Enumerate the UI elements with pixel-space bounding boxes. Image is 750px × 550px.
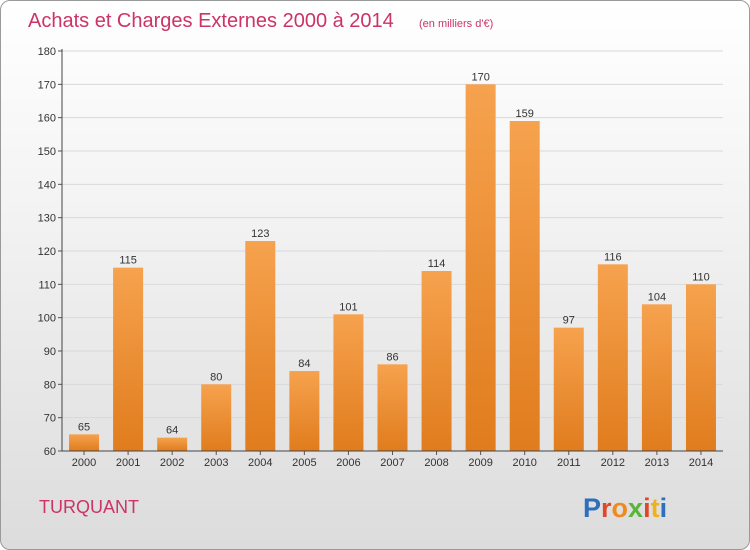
data-label: 80 xyxy=(210,371,222,383)
logo-letter: r xyxy=(601,493,612,523)
y-tick-label: 80 xyxy=(44,379,56,391)
bar xyxy=(553,327,584,451)
logo-letter: t xyxy=(651,493,660,523)
x-tick-label: 2004 xyxy=(248,457,272,469)
y-tick-label: 180 xyxy=(38,46,56,58)
bar xyxy=(201,384,232,451)
y-tick-label: 100 xyxy=(38,313,56,325)
chart-title: Achats et Charges Externes 2000 à 2014 xyxy=(28,10,394,32)
bar xyxy=(157,437,188,451)
y-tick-label: 110 xyxy=(38,279,56,291)
x-tick-label: 2014 xyxy=(689,457,713,469)
y-tick-label: 160 xyxy=(38,113,56,125)
data-label: 123 xyxy=(251,228,269,240)
data-label: 170 xyxy=(471,71,489,83)
data-label: 101 xyxy=(339,301,357,313)
x-tick-label: 2010 xyxy=(512,457,536,469)
logo-letter: o xyxy=(612,493,629,523)
data-label: 116 xyxy=(604,251,622,263)
data-label: 159 xyxy=(516,108,534,120)
bar xyxy=(333,314,364,451)
bar xyxy=(641,304,672,451)
x-tick-label: 2001 xyxy=(116,457,140,469)
axes: 60 70 80 90 100 110 120 130 140 150 160 170 180 2000 2… xyxy=(38,46,723,469)
x-tick-label: 2011 xyxy=(557,457,581,469)
data-label: 64 xyxy=(166,425,178,437)
x-tick-label: 2003 xyxy=(204,457,228,469)
logo-letter: x xyxy=(628,493,643,523)
bar xyxy=(69,434,100,451)
chart-subtitle: (en milliers d'€) xyxy=(419,18,493,30)
x-tick-label: 2009 xyxy=(468,457,492,469)
x-tick-label: 2013 xyxy=(645,457,669,469)
data-label: 84 xyxy=(298,358,310,370)
data-label: 114 xyxy=(428,258,446,270)
bars: 65 115 64 80 123 84 101 86 114 170 159 97 116 104 110 xyxy=(69,71,716,451)
x-tick-label: 2005 xyxy=(292,457,316,469)
bar xyxy=(685,284,716,451)
y-tick-label: 170 xyxy=(38,79,56,91)
x-tick-label: 2006 xyxy=(336,457,360,469)
y-tick-label: 70 xyxy=(44,413,56,425)
data-label: 104 xyxy=(648,291,666,303)
x-tick-label: 2002 xyxy=(160,457,184,469)
bar xyxy=(245,241,276,451)
logo-letter: i xyxy=(643,493,651,523)
commune-name: TURQUANT xyxy=(39,497,139,517)
bar xyxy=(597,264,628,451)
y-tick-label: 130 xyxy=(38,213,56,225)
y-tick-label: 150 xyxy=(38,146,56,158)
x-tick-label: 2007 xyxy=(380,457,404,469)
y-tick-label: 90 xyxy=(44,346,56,358)
x-tick-label: 2012 xyxy=(601,457,625,469)
bar xyxy=(113,267,144,451)
y-tick-label: 60 xyxy=(44,446,56,458)
bar xyxy=(289,371,320,451)
data-label: 97 xyxy=(563,315,575,327)
proxiti-logo-text: Proxiti xyxy=(583,493,667,523)
logo-letter: P xyxy=(583,493,601,523)
bar xyxy=(377,364,408,451)
logo-letter: i xyxy=(660,493,668,523)
bar xyxy=(509,121,540,451)
y-tick-label: 120 xyxy=(38,246,56,258)
bar xyxy=(421,271,452,451)
bar xyxy=(465,84,496,451)
data-label: 110 xyxy=(692,271,710,283)
gridlines xyxy=(62,50,723,419)
x-tick-label: 2008 xyxy=(424,457,448,469)
data-label: 115 xyxy=(119,255,137,267)
data-label: 65 xyxy=(78,421,90,433)
x-tick-label: 2000 xyxy=(72,457,96,469)
data-label: 86 xyxy=(386,351,398,363)
proxiti-logo: Proxiti xyxy=(583,493,667,523)
y-tick-label: 140 xyxy=(38,179,56,191)
